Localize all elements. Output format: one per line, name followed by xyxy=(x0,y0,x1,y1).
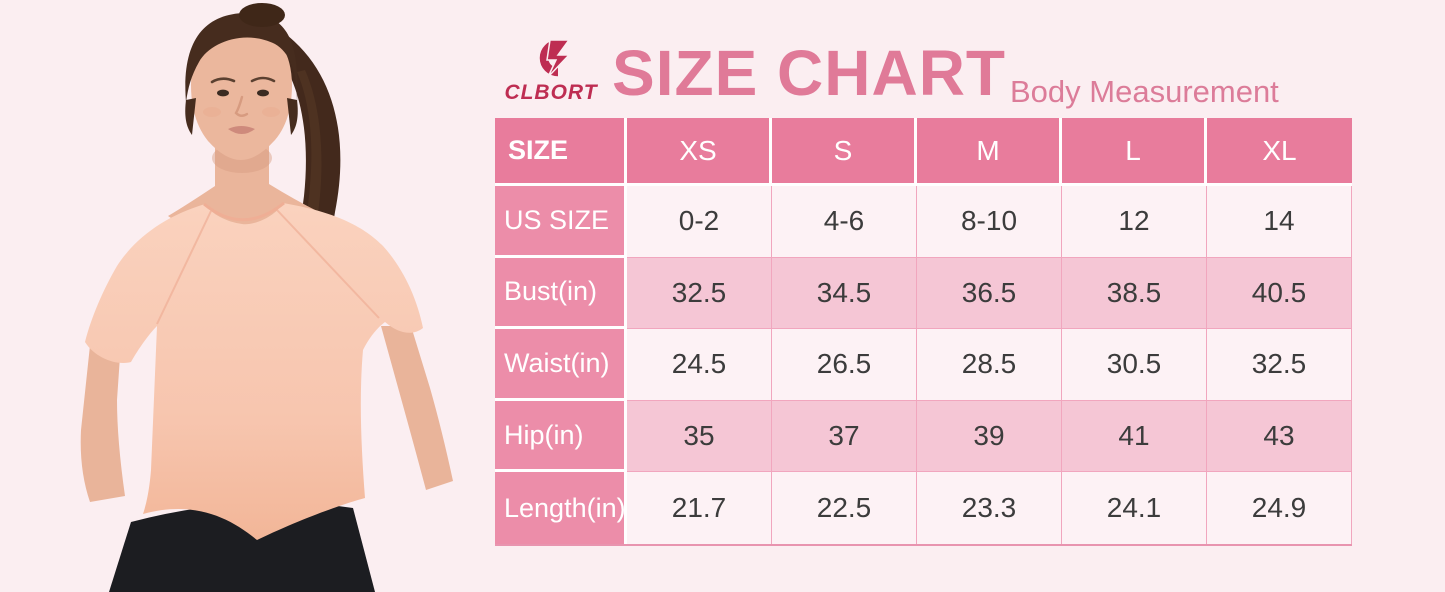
model-right-eye xyxy=(257,89,269,97)
brand-logo: CLBORT xyxy=(499,36,603,105)
clbort-logo-icon xyxy=(539,39,571,78)
table-cell: 24.9 xyxy=(1207,472,1352,544)
model-photo xyxy=(0,0,490,592)
column-header-l: L xyxy=(1062,118,1207,186)
model-shorts xyxy=(109,502,375,592)
page-subtitle: Body Measurement xyxy=(1010,74,1279,109)
table-cell: 32.5 xyxy=(627,257,772,330)
model-nose xyxy=(234,95,249,117)
table-cell: 40.5 xyxy=(1207,257,1352,330)
column-header-m: M xyxy=(917,118,1062,186)
model-right-arm xyxy=(381,326,453,490)
table-cell: 23.3 xyxy=(917,472,1062,544)
table-cell: 38.5 xyxy=(1062,257,1207,330)
row-label-waist: Waist(in) xyxy=(495,329,627,401)
table-cell: 24.5 xyxy=(627,329,772,401)
table-cell: 39 xyxy=(917,400,1062,473)
row-label-length: Length(in) xyxy=(495,472,627,544)
table-cell: 14 xyxy=(1207,186,1352,258)
table-cell: 37 xyxy=(772,400,917,473)
table-cell: 24.1 xyxy=(1062,472,1207,544)
column-header-s: S xyxy=(772,118,917,186)
row-label-bust: Bust(in) xyxy=(495,257,627,330)
row-label-us-size: US SIZE xyxy=(495,186,627,258)
table-cell: 26.5 xyxy=(772,329,917,401)
column-header-xl: XL xyxy=(1207,118,1352,186)
table-cell: 21.7 xyxy=(627,472,772,544)
model-left-eye xyxy=(217,89,229,97)
model-eyebrows xyxy=(210,76,276,84)
row-label-hip: Hip(in) xyxy=(495,400,627,473)
table-cell: 41 xyxy=(1062,400,1207,473)
model-face xyxy=(191,26,292,160)
model-lips xyxy=(228,126,255,134)
model-left-arm xyxy=(80,336,125,502)
model-hair xyxy=(185,13,298,102)
column-header-xs: XS xyxy=(627,118,772,186)
table-cell: 4-6 xyxy=(772,186,917,258)
model-tshirt xyxy=(85,203,423,540)
table-cell: 35 xyxy=(627,400,772,473)
table-cell: 0-2 xyxy=(627,186,772,258)
page-title: SIZE CHART xyxy=(612,37,1006,109)
hair-bun xyxy=(239,3,285,27)
table-cell: 32.5 xyxy=(1207,329,1352,401)
brand-name: CLBORT xyxy=(504,81,598,104)
table-cell: 12 xyxy=(1062,186,1207,258)
table-cell: 22.5 xyxy=(772,472,917,544)
table-cell: 43 xyxy=(1207,400,1352,473)
size-table: SIZE XS S M L XL US SIZE 0-2 4-6 8-10 12… xyxy=(495,118,1352,546)
table-corner-header: SIZE xyxy=(495,118,627,186)
model-illustration xyxy=(80,3,453,592)
table-cell: 36.5 xyxy=(917,257,1062,330)
table-cell: 28.5 xyxy=(917,329,1062,401)
table-cell: 34.5 xyxy=(772,257,917,330)
table-cell: 30.5 xyxy=(1062,329,1207,401)
table-cell: 8-10 xyxy=(917,186,1062,258)
